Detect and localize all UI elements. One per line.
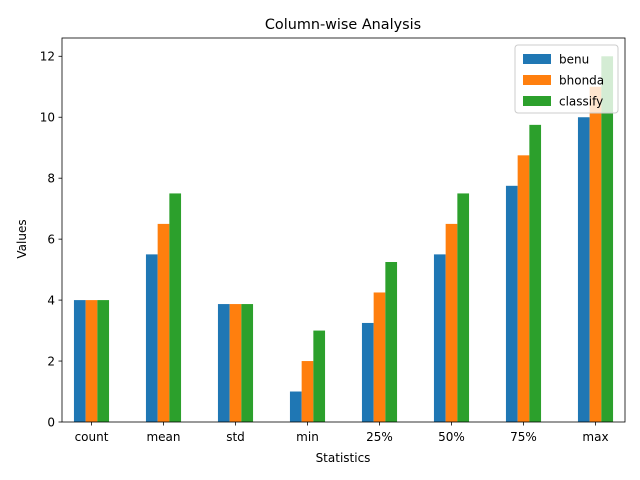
bar-benu-mean [145,254,158,422]
bar-benu-25% [361,322,374,422]
legend-swatch-benu [523,54,551,64]
legend-label-benu: benu [559,53,589,67]
x-tick-label: count [75,430,109,444]
bar-benu-count [73,300,86,422]
x-tick-label: max [582,430,608,444]
bar-benu-max [577,117,590,423]
y-tick-label: 12 [40,50,55,64]
bars-group [73,56,614,423]
y-tick-label: 2 [47,354,55,368]
bar-bhonda-std [229,304,242,422]
bar-classify-25% [385,262,398,422]
axes-group [61,37,626,423]
x-tick-label: 50% [438,430,465,444]
legend-label-classify: classify [559,95,603,109]
x-tick-label: 25% [366,430,393,444]
bar-classify-50% [457,193,470,422]
bar-bhonda-75% [517,155,530,422]
bar-benu-75% [505,185,518,422]
bar-classify-min [313,330,326,422]
legend-swatch-bhonda [523,75,551,85]
chart-title: Column-wise Analysis [265,17,421,33]
plot-frame [61,37,626,423]
y-tick-label: 10 [40,111,55,125]
legend-label-bhonda: bhonda [559,74,604,88]
bar-bhonda-count [85,300,98,422]
bar-classify-75% [529,124,542,423]
bar-bhonda-25% [373,292,386,422]
bar-bhonda-mean [157,223,170,422]
y-tick-label: 8 [47,171,55,185]
legend-swatch-classify [523,96,551,106]
y-tick-label: 4 [47,293,55,307]
x-tick-label: std [226,430,245,444]
y-axis-label: Values [15,219,29,258]
bar-bhonda-max [589,86,602,422]
x-tick-label: 75% [510,430,537,444]
bar-bhonda-min [301,361,314,422]
bar-classify-count [97,300,110,422]
x-tick-label: mean [146,430,180,444]
bar-benu-std [217,304,230,422]
y-ticks-group: 0 2 4 6 8 10 12 [40,50,62,429]
bar-bhonda-50% [445,223,458,422]
bar-classify-max [601,56,614,422]
x-ticks-group: count mean std min 25% 50% 75% max [75,422,609,444]
bar-benu-50% [433,254,446,422]
legend: benu bhonda classify [514,44,619,114]
y-tick-label: 6 [47,232,55,246]
x-tick-label: min [296,430,319,444]
y-tick-label: 0 [47,415,55,429]
bar-classify-mean [169,193,182,422]
x-axis-label: Statistics [316,451,371,465]
bar-benu-min [289,391,302,422]
bar-classify-std [241,304,254,422]
